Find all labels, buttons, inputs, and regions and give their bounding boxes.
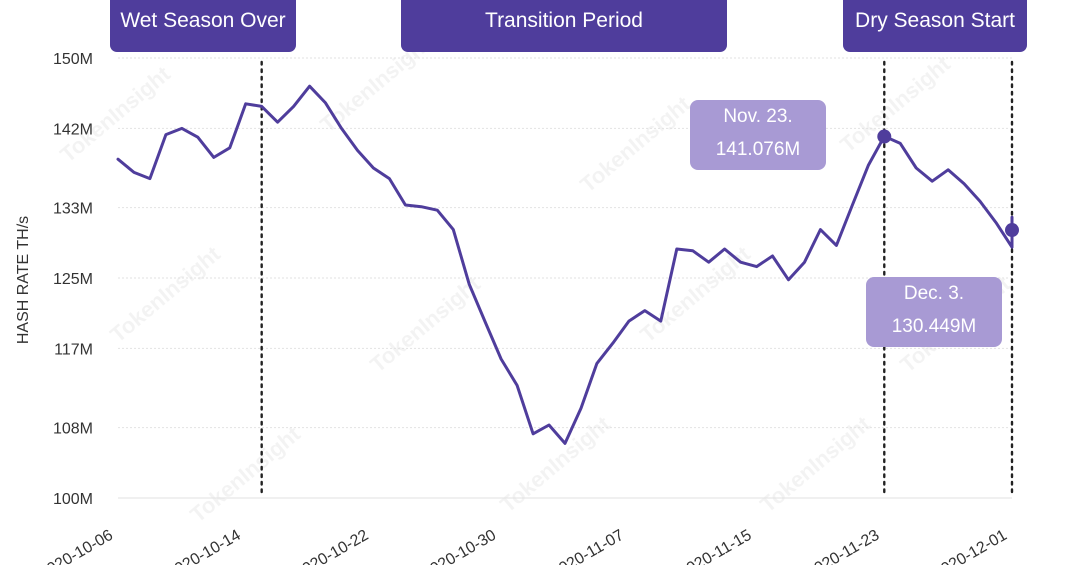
hash-rate-line — [116, 84, 1014, 445]
watermark-text: TokenInsight — [365, 271, 485, 378]
callout-date: Nov. 23. — [723, 106, 792, 127]
data-point-dec-3 — [1005, 223, 1019, 238]
watermark-text: TokenInsight — [755, 411, 875, 518]
y-axis-ticks: 150M 142M 133M 125M 117M 108M 100M — [53, 51, 93, 508]
x-tick-label: 2020-11-15 — [676, 527, 754, 565]
y-tick-label: 108M — [53, 421, 93, 438]
y-tick-label: 142M — [53, 121, 93, 138]
y-tick-label: 133M — [53, 201, 93, 218]
period-label: Transition Period — [485, 9, 643, 32]
period-label: Dry Season Start — [855, 9, 1015, 32]
grid-lines — [118, 57, 1012, 499]
period-banner — [843, 0, 1027, 52]
y-tick-label: 125M — [53, 271, 93, 288]
y-tick-label: 117M — [54, 341, 93, 358]
x-tick-label: 2020-10-22 — [292, 527, 371, 565]
x-tick-label: 2020-10-06 — [37, 527, 116, 565]
x-tick-label: 2020-11-23 — [804, 527, 882, 565]
callout-value: 130.449M — [892, 316, 977, 337]
callout-date: Dec. 3. — [904, 283, 964, 304]
watermark-text: TokenInsight — [185, 421, 305, 528]
callout-box — [690, 100, 826, 170]
x-tick-label: 2020-12-01 — [931, 527, 1010, 565]
x-tick-label: 2020-10-14 — [164, 527, 243, 565]
callout-box — [866, 277, 1002, 347]
series-layer — [116, 84, 1019, 445]
period-banner — [110, 0, 296, 52]
data-point-nov-23 — [877, 129, 892, 144]
watermark-text: TokenInsight — [105, 241, 225, 348]
period-banner — [401, 0, 727, 52]
period-label: Wet Season Over — [120, 9, 285, 32]
x-tick-label: 2020-10-30 — [420, 527, 499, 565]
y-tick-label: 150M — [53, 51, 93, 68]
y-axis-title: HASH RATE TH/s — [15, 216, 32, 344]
watermark-text: TokenInsight — [55, 61, 175, 168]
y-tick-label: 100M — [53, 491, 93, 508]
watermark-text: TokenInsight — [495, 411, 615, 518]
callouts: Nov. 23. 141.076M Dec. 3. 130.449M — [690, 100, 1002, 347]
callout-value: 141.076M — [716, 139, 801, 160]
watermark-text: TokenInsight — [575, 91, 695, 198]
x-axis-ticks: 2020-10-06 2020-10-14 2020-10-22 2020-10-30… — [37, 527, 1010, 565]
watermark-text: TokenInsight — [635, 241, 755, 348]
period-banners: Wet Season Over Transition Period Dry Seas… — [110, 0, 1027, 52]
x-tick-label: 2020-11-07 — [549, 527, 627, 565]
